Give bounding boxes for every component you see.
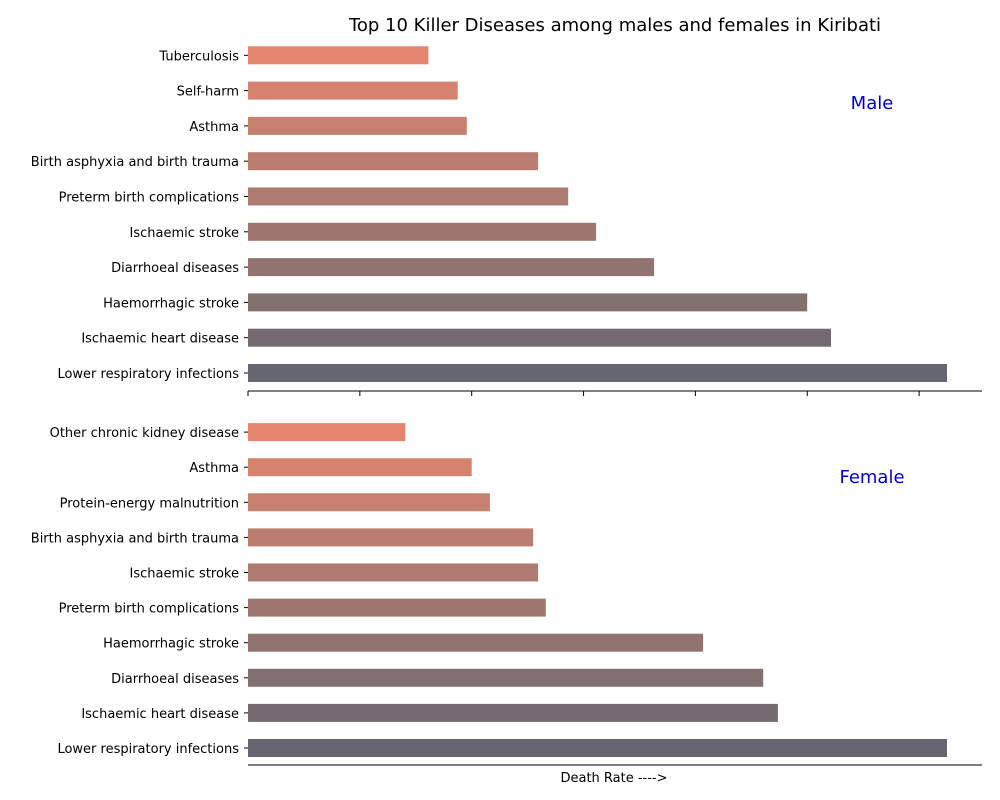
female-category-label: Haemorrhagic stroke (103, 637, 239, 652)
male-bar-tuberculosis (248, 46, 429, 65)
male-bar-diarrhoeal-diseases (248, 258, 655, 277)
female-bar-ischaemic-heart-disease (248, 703, 778, 722)
female-category-label: Other chronic kidney disease (50, 426, 239, 441)
male-panel-label: Male (851, 93, 894, 114)
female-panel-label: Female (839, 467, 904, 488)
female-category-label: Asthma (189, 461, 239, 476)
male-category-label: Preterm birth complications (59, 191, 240, 206)
female-bar-preterm-birth-complications (248, 598, 546, 617)
male-category-label: Self-harm (177, 85, 239, 100)
male-bar-self-harm (248, 81, 458, 100)
male-category-label: Asthma (189, 120, 239, 135)
male-bar-ischaemic-heart-disease (248, 328, 831, 347)
female-category-label: Diarrhoeal diseases (111, 672, 239, 687)
x-axis-label: Death Rate ----> (560, 771, 667, 786)
female-category-label: Protein-energy malnutrition (60, 496, 239, 511)
female-category-label: Lower respiratory infections (57, 742, 239, 757)
female-category-label: Ischaemic heart disease (81, 707, 239, 722)
female-category-label: Preterm birth complications (59, 602, 240, 617)
male-category-label: Ischaemic heart disease (81, 332, 239, 347)
female-bar-diarrhoeal-diseases (248, 668, 764, 687)
male-category-label: Tuberculosis (158, 49, 239, 64)
male-bar-birth-asphyxia-and-birth-trauma (248, 152, 539, 171)
female-bar-haemorrhagic-stroke (248, 633, 704, 652)
male-category-label: Diarrhoeal diseases (111, 261, 239, 276)
male-bar-asthma (248, 116, 467, 135)
male-bar-preterm-birth-complications (248, 187, 569, 206)
female-bar-ischaemic-stroke (248, 563, 539, 582)
female-bar-asthma (248, 458, 472, 477)
female-bar-lower-respiratory-infections (248, 739, 947, 757)
male-bar-ischaemic-stroke (248, 222, 597, 241)
female-category-label: Birth asphyxia and birth trauma (31, 531, 239, 546)
female-category-label: Ischaemic stroke (130, 567, 239, 582)
male-bar-lower-respiratory-infections (248, 364, 947, 382)
male-category-label: Birth asphyxia and birth trauma (31, 155, 239, 170)
male-category-label: Ischaemic stroke (130, 226, 239, 241)
male-category-label: Haemorrhagic stroke (103, 296, 239, 311)
female-bar-protein-energy-malnutrition (248, 493, 490, 512)
male-bar-haemorrhagic-stroke (248, 293, 808, 312)
female-bar-other-chronic-kidney-disease (248, 423, 406, 442)
panel-female: Lower respiratory infections Ischaemic he… (31, 423, 982, 766)
chart-title: Top 10 Killer Diseases among males and f… (348, 15, 881, 36)
female-bar-birth-asphyxia-and-birth-trauma (248, 528, 534, 547)
male-category-label: Lower respiratory infections (57, 367, 239, 382)
panel-male: Lower respiratory infections Ischaemic he… (31, 46, 982, 396)
